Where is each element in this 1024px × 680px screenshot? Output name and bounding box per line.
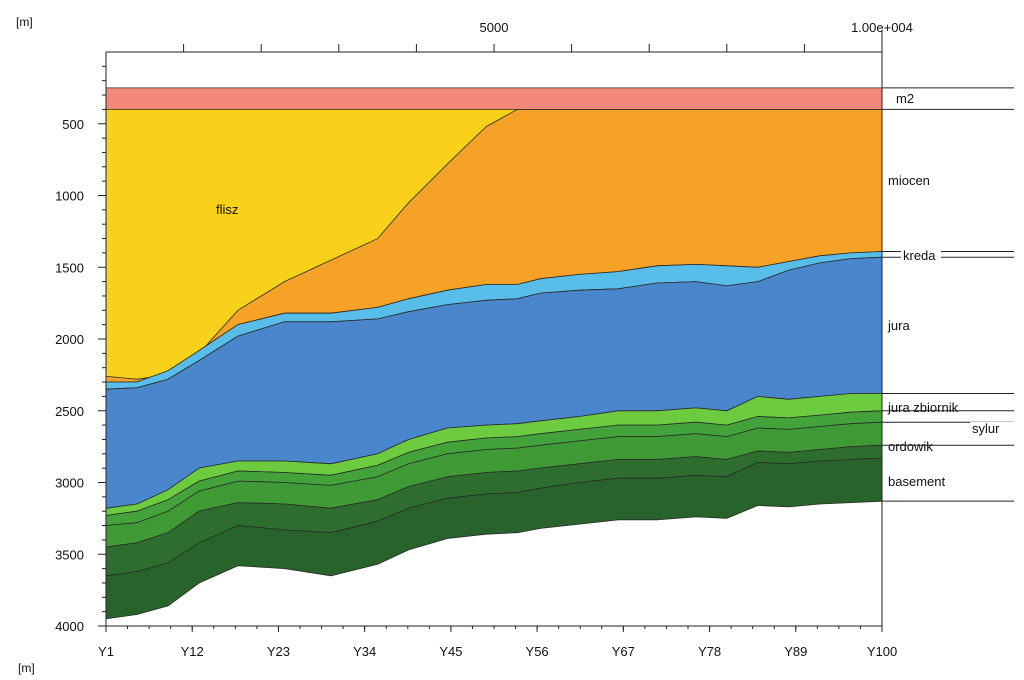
- bottom-unit-label: [m]: [18, 661, 35, 675]
- layer-label-jura-zbiornik: jura zbiornik: [887, 400, 959, 415]
- y-tick-label: 500: [62, 117, 84, 132]
- layer-label-m2: m2: [896, 91, 914, 106]
- x-tick-label: Y1: [98, 644, 114, 659]
- x-tick-label: Y34: [353, 644, 376, 659]
- layers-group: [105, 87, 883, 620]
- x-tick-label: Y89: [784, 644, 807, 659]
- y-tick-label: 4000: [55, 619, 84, 634]
- x-tick-label: Y23: [267, 644, 290, 659]
- label-background: [901, 249, 941, 263]
- layer-label-ordowik: ordowik: [888, 439, 933, 454]
- x-tick-label: Y12: [181, 644, 204, 659]
- layer-label-basement: basement: [888, 474, 945, 489]
- y-tick-label: 3500: [55, 547, 84, 562]
- x-tick-label: Y100: [867, 644, 897, 659]
- layer-label-miocen: miocen: [888, 173, 930, 188]
- layer-flisz: [105, 109, 882, 380]
- x-tick-label: Y56: [526, 644, 549, 659]
- y-tick-label: 2000: [55, 332, 84, 347]
- layer-label-kreda: kreda: [903, 248, 936, 263]
- y-tick-label: 1000: [55, 189, 84, 204]
- label-background: [970, 422, 1016, 436]
- x-tick-label: Y67: [612, 644, 635, 659]
- layer-label-flisz: flisz: [216, 202, 238, 217]
- layer-m2: [105, 87, 883, 110]
- layer-labels-group: flisz m2 miocen kreda jura jura zbiornik sylur…: [216, 91, 1016, 489]
- top-tick-label: 5000: [480, 20, 509, 35]
- layer-label-sylur: sylur: [972, 421, 1000, 436]
- y-tick-label: 3000: [55, 476, 84, 491]
- x-tick-label: Y78: [698, 644, 721, 659]
- x-tick-label: Y45: [439, 644, 462, 659]
- y-tick-label: 2500: [55, 404, 84, 419]
- top-tick-label: 1.00e+004: [851, 20, 913, 35]
- layer-label-jura: jura: [887, 318, 910, 333]
- y-tick-label: 1500: [55, 260, 84, 275]
- top-unit-label: [m]: [16, 15, 33, 29]
